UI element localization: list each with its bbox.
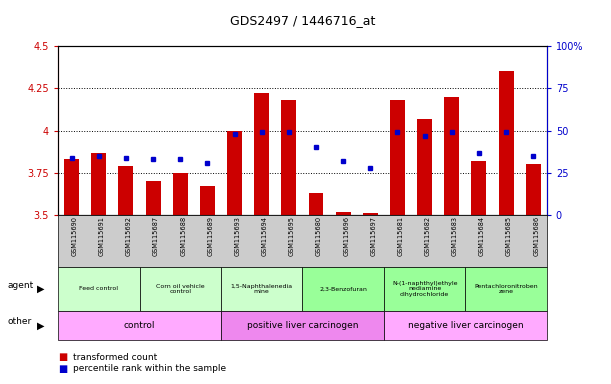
Bar	[335, 212, 351, 215]
Text: GSM115681: GSM115681	[398, 216, 403, 256]
Text: ▶: ▶	[37, 284, 45, 294]
Bar	[444, 97, 459, 215]
Text: ■: ■	[58, 352, 67, 362]
Text: agent: agent	[7, 281, 34, 290]
Text: GSM115691: GSM115691	[99, 216, 104, 256]
Bar	[173, 173, 188, 215]
Text: 1,5-Naphthalenedia
mine: 1,5-Naphthalenedia mine	[230, 283, 293, 295]
Text: N-(1-naphthyl)ethyle
nediamine
dihydrochloride: N-(1-naphthyl)ethyle nediamine dihydroch…	[392, 281, 458, 297]
Text: Pentachloronitroben
zene: Pentachloronitroben zene	[474, 283, 538, 295]
Text: transformed count: transformed count	[73, 353, 158, 362]
Text: GDS2497 / 1446716_at: GDS2497 / 1446716_at	[230, 14, 375, 27]
Text: GSM115697: GSM115697	[370, 216, 376, 256]
Bar	[282, 100, 296, 215]
Text: GSM115685: GSM115685	[506, 216, 512, 256]
Bar	[200, 186, 215, 215]
Text: 2,3-Benzofuran: 2,3-Benzofuran	[319, 286, 367, 291]
Bar	[64, 159, 79, 215]
Text: Corn oil vehicle
control: Corn oil vehicle control	[156, 283, 205, 295]
Text: GSM115696: GSM115696	[343, 216, 349, 256]
Text: ■: ■	[58, 364, 67, 374]
Bar	[526, 164, 541, 215]
Text: GSM115686: GSM115686	[533, 216, 540, 256]
Text: GSM115694: GSM115694	[262, 216, 268, 256]
Text: other: other	[7, 317, 32, 326]
Text: GSM115683: GSM115683	[452, 216, 458, 256]
Bar	[417, 119, 432, 215]
Text: percentile rank within the sample: percentile rank within the sample	[73, 364, 227, 373]
Text: GSM115695: GSM115695	[289, 216, 295, 256]
Bar	[227, 131, 242, 215]
Text: control: control	[124, 321, 155, 330]
Text: GSM115682: GSM115682	[425, 216, 431, 256]
Bar	[472, 161, 486, 215]
Bar	[91, 152, 106, 215]
Text: GSM115687: GSM115687	[153, 216, 159, 256]
Bar	[145, 181, 161, 215]
Text: GSM115693: GSM115693	[235, 216, 241, 256]
Text: Feed control: Feed control	[79, 286, 119, 291]
Bar	[309, 193, 323, 215]
Text: GSM115688: GSM115688	[180, 216, 186, 256]
Bar	[499, 71, 514, 215]
Bar	[119, 166, 133, 215]
Text: GSM115689: GSM115689	[207, 216, 213, 256]
Bar	[363, 214, 378, 215]
Text: GSM115680: GSM115680	[316, 216, 322, 256]
Text: positive liver carcinogen: positive liver carcinogen	[247, 321, 358, 330]
Text: GSM115692: GSM115692	[126, 216, 132, 256]
Bar	[254, 93, 269, 215]
Text: negative liver carcinogen: negative liver carcinogen	[408, 321, 523, 330]
Text: GSM115690: GSM115690	[71, 216, 78, 256]
Bar	[390, 100, 405, 215]
Text: GSM115684: GSM115684	[479, 216, 485, 256]
Text: ▶: ▶	[37, 320, 45, 331]
